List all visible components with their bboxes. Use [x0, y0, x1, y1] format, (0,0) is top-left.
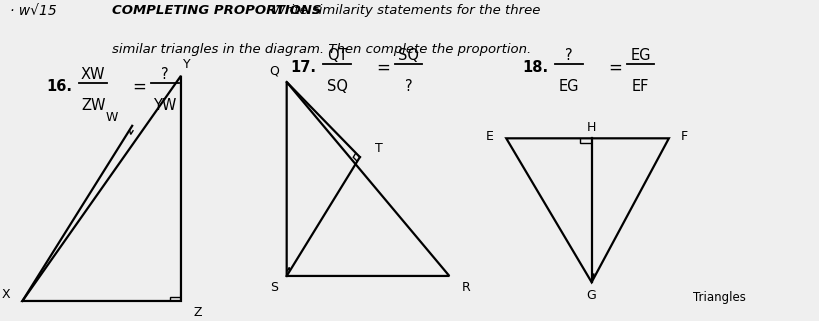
Text: COMPLETING PROPORTIONS: COMPLETING PROPORTIONS — [111, 4, 321, 17]
Text: 17.: 17. — [291, 60, 316, 75]
Text: G: G — [586, 289, 595, 302]
Text: Z: Z — [193, 306, 201, 319]
Text: EG: EG — [629, 48, 649, 63]
Text: SQ: SQ — [398, 48, 419, 63]
Text: · w√15: · w√15 — [10, 4, 57, 18]
Text: Q: Q — [269, 64, 279, 77]
Text: SQ: SQ — [326, 79, 347, 94]
Text: EF: EF — [631, 79, 649, 94]
Text: 16.: 16. — [47, 79, 73, 94]
Text: ZW: ZW — [81, 98, 106, 113]
Text: similar triangles in the diagram. Then complete the proportion.: similar triangles in the diagram. Then c… — [111, 43, 531, 56]
Text: S: S — [270, 281, 278, 294]
Text: =: = — [607, 59, 621, 77]
Text: XW: XW — [81, 67, 106, 82]
Text: E: E — [486, 130, 493, 143]
Text: H: H — [586, 121, 595, 134]
Text: Triangles: Triangles — [692, 291, 745, 304]
Text: ?: ? — [405, 79, 412, 94]
Text: ?: ? — [161, 67, 169, 82]
Text: 18.: 18. — [522, 60, 548, 75]
Text: W: W — [105, 111, 117, 124]
Text: QT: QT — [327, 48, 347, 63]
Text: =: = — [132, 78, 146, 96]
Text: X: X — [2, 288, 10, 301]
Text: ?: ? — [564, 48, 572, 63]
Text: =: = — [376, 59, 390, 77]
Text: Write similarity statements for the three: Write similarity statements for the thre… — [268, 4, 540, 17]
Text: F: F — [681, 130, 687, 143]
Text: EG: EG — [558, 79, 578, 94]
Text: T: T — [374, 142, 382, 155]
Text: YW: YW — [153, 98, 176, 113]
Text: R: R — [461, 281, 469, 294]
Text: Y: Y — [183, 58, 191, 71]
